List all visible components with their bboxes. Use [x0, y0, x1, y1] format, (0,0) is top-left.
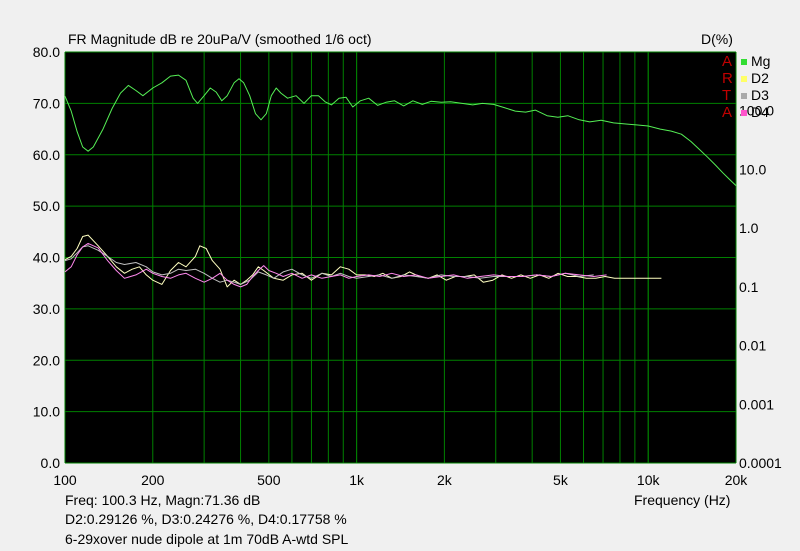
legend-swatch-mg [741, 59, 747, 66]
y2-tick-label: 0.1 [739, 279, 759, 295]
x-tick-label: 500 [257, 472, 281, 488]
y-tick-label: 10.0 [33, 404, 60, 420]
right-axis-title: D(%) [701, 31, 733, 47]
status-freq-magn: Freq: 100.3 Hz, Magn:71.36 dB [65, 492, 261, 508]
legend-swatch-d4 [741, 110, 747, 117]
y2-tick-label: 1.0 [739, 220, 759, 236]
y2-tick-label: 0.0001 [739, 455, 782, 471]
legend-item-d2[interactable]: D2 [741, 70, 769, 86]
arta-letter-t: T [722, 87, 732, 104]
series-line-d3 [64, 245, 594, 285]
y-tick-label: 0.0 [41, 455, 61, 471]
y-tick-label: 50.0 [33, 198, 60, 214]
legend-swatch-d3 [741, 93, 747, 100]
status-distortion: D2:0.29126 %, D3:0.24276 %, D4:0.17758 % [65, 511, 347, 527]
legend-label-d3: D3 [751, 87, 769, 103]
y-tick-label: 30.0 [33, 301, 60, 317]
legend-label-d2: D2 [751, 70, 769, 86]
x-tick-label: 20k [725, 472, 749, 488]
y2-tick-label: 10.0 [739, 161, 766, 177]
x-tick-label: 5k [553, 472, 569, 488]
series-line-d4 [64, 242, 607, 288]
x-tick-label: 10k [637, 472, 661, 488]
y-tick-label: 70.0 [33, 95, 60, 111]
series-line-mg [64, 74, 737, 186]
x-tick-label: 200 [141, 472, 165, 488]
chart-title: FR Magnitude dB re 20uPa/V (smoothed 1/6… [68, 31, 372, 47]
y-tick-label: 20.0 [33, 352, 60, 368]
y2-tick-label: 100.0 [739, 103, 774, 119]
legend-item-d4[interactable]: D4 [741, 104, 769, 120]
series-lines [64, 74, 737, 288]
y-tick-label: 40.0 [33, 250, 60, 266]
tick-labels: 100 200 500 1k 2k 5k 10k 20k0.010.020.030.040.0… [33, 44, 782, 488]
legend-item-mg[interactable]: Mg [741, 53, 770, 69]
arta-letter-a2: A [722, 104, 733, 121]
arta-letter-a: A [722, 53, 733, 70]
x-tick-label: 2k [437, 472, 453, 488]
x-axis-label: Frequency (Hz) [634, 492, 731, 508]
status-description: 6-29xover nude dipole at 1m 70dB A-wtd S… [65, 531, 349, 547]
y-tick-label: 60.0 [33, 147, 60, 163]
x-tick-label: 100 [53, 472, 77, 488]
legend-label-mg: Mg [751, 53, 771, 69]
x-tick-label: 1k [349, 472, 365, 488]
y-tick-label: 80.0 [33, 44, 60, 60]
y2-tick-label: 0.001 [739, 396, 774, 412]
arta-letter-r: R [722, 70, 733, 87]
series-line-d2 [64, 234, 662, 288]
y2-tick-label: 0.01 [739, 338, 766, 354]
legend-label-d4: D4 [751, 104, 769, 120]
grid-lines [64, 51, 737, 464]
legend-swatch-d2 [741, 76, 747, 83]
legend-item-d3[interactable]: D3 [741, 87, 769, 103]
